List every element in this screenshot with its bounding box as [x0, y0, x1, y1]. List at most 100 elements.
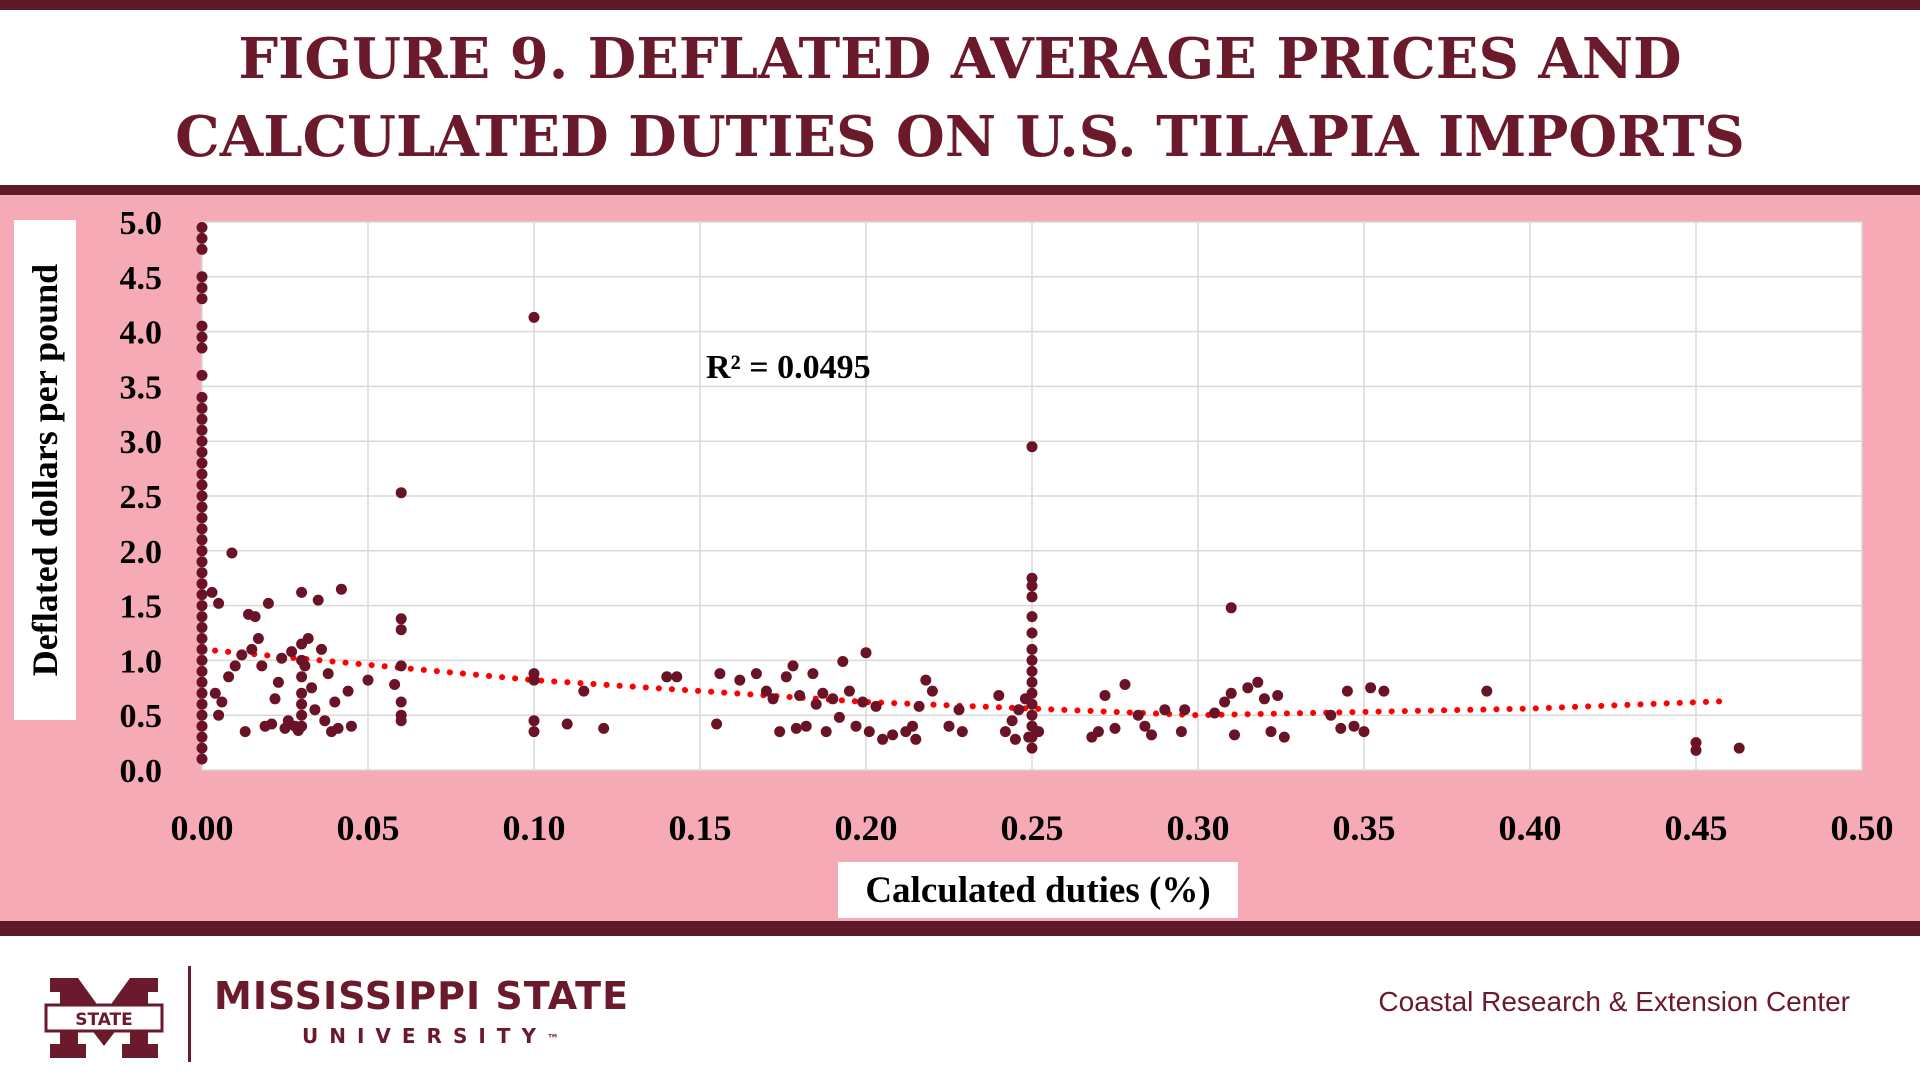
data-point — [843, 685, 855, 697]
data-point — [750, 668, 762, 680]
data-point — [296, 698, 308, 710]
data-point — [316, 643, 327, 655]
logo-state-text: STATE — [75, 1010, 133, 1030]
trendline-group — [199, 646, 1733, 719]
data-point — [209, 687, 221, 699]
data-point — [528, 726, 540, 738]
data-point — [578, 685, 590, 697]
data-point — [528, 311, 540, 323]
data-point — [1026, 580, 1038, 592]
data-point — [1146, 729, 1157, 741]
data-point — [1209, 707, 1221, 719]
data-point — [196, 545, 208, 557]
data-point — [296, 586, 308, 598]
data-point — [1009, 733, 1021, 745]
data-point — [395, 487, 407, 499]
data-point — [598, 722, 610, 734]
data-point — [196, 622, 208, 633]
data-point — [734, 674, 746, 686]
data-point — [711, 718, 723, 730]
data-point — [266, 718, 278, 730]
university-subtitle-text: UNIVERSITY — [302, 1024, 547, 1048]
title-bottom-bar — [0, 185, 1920, 195]
data-point — [1013, 704, 1025, 716]
data-point — [196, 391, 208, 403]
data-point — [196, 282, 208, 294]
data-point — [196, 600, 208, 612]
data-point — [1341, 685, 1353, 697]
x-tick-label: 0.00 — [171, 808, 234, 848]
data-point — [920, 674, 932, 686]
y-axis-title: Deflated dollars per pound — [25, 263, 66, 677]
data-point — [810, 698, 822, 710]
data-point — [774, 726, 786, 738]
data-point — [196, 742, 208, 754]
data-point — [1139, 720, 1151, 732]
data-point — [1175, 726, 1187, 738]
scatter-chart: 0.00 0.05 0.10 0.15 0.20 0.25 0.30 0.35 0.40 0.45… — [120, 205, 1894, 848]
data-point — [329, 696, 341, 708]
data-point — [196, 633, 208, 644]
data-point — [196, 523, 208, 535]
data-point — [714, 668, 726, 680]
data-point — [956, 726, 968, 738]
y-tick-label: 1.5 — [120, 589, 163, 626]
data-point — [196, 479, 208, 491]
logo-divider — [188, 966, 191, 1062]
data-point — [993, 690, 1005, 701]
data-point — [276, 652, 288, 664]
data-point — [196, 709, 208, 721]
r-squared-annotation: R² = 0.0495 — [706, 349, 871, 386]
data-point — [312, 594, 324, 606]
data-point — [1026, 627, 1038, 639]
data-point — [1026, 665, 1038, 677]
data-point — [827, 693, 839, 705]
data-point — [661, 671, 673, 683]
data-point — [767, 693, 779, 705]
data-point — [239, 726, 251, 738]
data-point — [196, 556, 208, 568]
data-point — [342, 685, 354, 697]
x-tick-label: 0.45 — [1665, 808, 1728, 848]
data-point — [528, 715, 540, 727]
data-point — [196, 665, 208, 677]
data-point — [196, 413, 208, 425]
y-tick-label: 3.5 — [120, 369, 163, 406]
data-point — [229, 660, 241, 672]
data-point — [561, 718, 573, 730]
data-point — [1229, 729, 1240, 741]
data-point — [196, 342, 208, 354]
data-point — [246, 643, 258, 655]
data-point — [1378, 685, 1390, 697]
data-point — [1119, 679, 1131, 690]
data-point — [857, 696, 869, 708]
data-point — [296, 687, 308, 699]
data-point — [196, 271, 208, 283]
data-point — [671, 671, 683, 683]
data-point — [196, 232, 208, 244]
data-point — [877, 733, 889, 745]
data-point — [322, 668, 334, 680]
y-axis-title-box: Deflated dollars per pound — [14, 220, 76, 720]
x-tick-label: 0.35 — [1333, 808, 1396, 848]
data-point — [1026, 611, 1038, 623]
data-point — [249, 611, 261, 623]
data-point — [196, 687, 208, 699]
trendline — [199, 646, 1733, 719]
x-tick-label: 0.25 — [1001, 808, 1064, 848]
data-point — [1099, 690, 1111, 701]
data-point — [262, 597, 274, 609]
data-point — [1690, 744, 1702, 756]
data-point — [1358, 726, 1370, 738]
footer: STATE MISSISSIPPI STATE UNIVERSITY™ Coas… — [0, 936, 1920, 1080]
x-tick-labels: 0.00 0.05 0.10 0.15 0.20 0.25 0.30 0.35 0.40 0.45… — [171, 808, 1894, 848]
data-point — [296, 720, 308, 732]
data-point — [863, 726, 875, 738]
data-point — [790, 722, 802, 734]
data-point — [910, 733, 922, 745]
x-tick-label: 0.50 — [1831, 808, 1894, 848]
data-point — [196, 720, 208, 732]
data-point — [196, 222, 208, 233]
x-tick-label: 0.40 — [1499, 808, 1562, 848]
data-point — [226, 547, 238, 559]
